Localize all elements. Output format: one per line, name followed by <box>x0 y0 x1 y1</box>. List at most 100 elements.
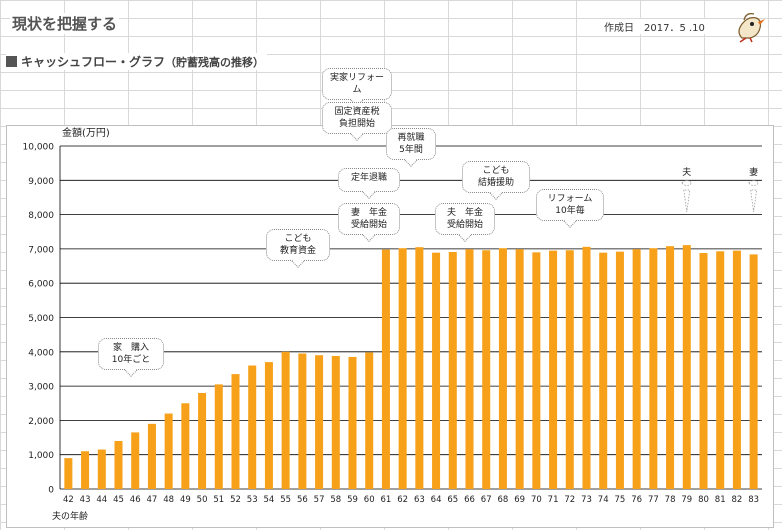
square-bullet-icon <box>6 56 17 67</box>
page-title: 現状を把握する <box>10 13 120 34</box>
x-tick-label: 81 <box>715 495 726 505</box>
chart-annotation: 実家リフォーム <box>322 68 392 100</box>
x-tick-label: 58 <box>330 495 341 505</box>
chart-annotation: こども 教育資金 <box>266 229 330 261</box>
bar <box>448 251 457 489</box>
bar <box>632 249 641 489</box>
bar <box>114 440 123 489</box>
bar <box>281 351 290 489</box>
x-tick-label: 47 <box>147 495 158 505</box>
person-marker-icon <box>681 180 693 213</box>
x-tick-label: 73 <box>581 495 592 505</box>
x-tick-label: 56 <box>297 495 308 505</box>
y-tick-label: 5,000 <box>28 314 54 324</box>
x-axis-label: 夫の年齢 <box>52 510 88 522</box>
y-tick-label: 6,000 <box>28 280 54 290</box>
x-tick-label: 82 <box>732 495 743 505</box>
chart-annotation: 夫 年金 受給開始 <box>435 203 495 235</box>
bar <box>649 248 658 489</box>
chart-annotation: 固定資産税 負担開始 <box>322 102 392 134</box>
chart-annotation: 再就職 5年間 <box>386 128 436 160</box>
x-tick-label: 70 <box>531 495 542 505</box>
bar <box>348 356 357 489</box>
bar <box>214 384 223 489</box>
x-tick-label: 75 <box>615 495 626 505</box>
y-tick-label: 8,000 <box>28 211 54 221</box>
x-tick-label: 83 <box>748 495 759 505</box>
x-tick-label: 50 <box>197 495 208 505</box>
x-tick-label: 69 <box>514 495 525 505</box>
x-tick-label: 43 <box>80 495 91 505</box>
y-tick-label: 9,000 <box>28 177 54 187</box>
bar <box>398 248 407 489</box>
y-tick-label: 7,000 <box>28 245 54 255</box>
x-tick-label: 64 <box>431 495 442 505</box>
section-title: キャッシュフロー・グラフ（貯蓄残高の推移） <box>6 53 268 70</box>
person-marker-label: 夫 <box>682 166 691 178</box>
x-tick-label: 55 <box>280 495 291 505</box>
bar <box>732 250 741 489</box>
x-tick-label: 76 <box>631 495 642 505</box>
x-tick-label: 60 <box>364 495 375 505</box>
bar <box>749 254 758 489</box>
bar <box>298 353 307 489</box>
bar <box>331 355 340 489</box>
x-tick-label: 79 <box>681 495 692 505</box>
x-tick-label: 78 <box>665 495 676 505</box>
y-tick-label: 2,000 <box>28 417 54 427</box>
y-tick-label: 0 <box>48 486 54 496</box>
x-tick-label: 62 <box>397 495 408 505</box>
x-tick-label: 67 <box>481 495 492 505</box>
bar <box>565 250 574 489</box>
bar <box>582 246 591 489</box>
bar <box>315 355 324 489</box>
x-tick-label: 51 <box>213 495 224 505</box>
x-tick-label: 66 <box>464 495 475 505</box>
bar <box>699 253 708 489</box>
bar <box>231 374 240 489</box>
x-tick-label: 49 <box>180 495 191 505</box>
bar <box>198 392 207 489</box>
chart-annotation: 家 購入 10年ごと <box>98 338 164 370</box>
chart-annotation: 妻 年金 受給開始 <box>338 203 400 235</box>
bar <box>599 252 608 489</box>
created-date-line: 作成日 2017．5 .10 <box>604 19 715 34</box>
bar <box>81 451 90 489</box>
x-tick-label: 57 <box>314 495 325 505</box>
y-tick-label: 3,000 <box>28 383 54 393</box>
bar <box>415 247 424 489</box>
chart-annotation: 定年退職 <box>338 168 400 192</box>
bar <box>365 352 374 489</box>
x-tick-label: 45 <box>113 495 124 505</box>
x-tick-label: 80 <box>698 495 709 505</box>
x-tick-label: 65 <box>447 495 458 505</box>
bar <box>97 449 106 489</box>
chart-annotation: リフォーム 10年毎 <box>536 189 604 221</box>
x-tick-label: 68 <box>498 495 509 505</box>
x-tick-label: 54 <box>264 495 275 505</box>
section-subtitle: （貯蓄残高の推移） <box>165 56 265 69</box>
bar <box>264 362 273 489</box>
bar <box>549 250 558 489</box>
bar <box>682 245 691 489</box>
created-label: 作成日 <box>604 23 634 34</box>
x-tick-label: 52 <box>230 495 241 505</box>
bar <box>131 432 140 489</box>
x-tick-label: 44 <box>96 495 107 505</box>
x-tick-label: 53 <box>247 495 258 505</box>
x-tick-label: 74 <box>598 495 609 505</box>
x-tick-label: 63 <box>414 495 425 505</box>
y-tick-label: 1,000 <box>28 451 54 461</box>
chart-annotation: こども 結婚援助 <box>462 161 530 193</box>
x-tick-label: 59 <box>347 495 358 505</box>
bar <box>666 246 675 489</box>
bar <box>432 252 441 489</box>
x-tick-label: 42 <box>63 495 74 505</box>
bar <box>716 251 725 489</box>
person-marker-icon <box>748 180 760 213</box>
bar <box>482 250 491 489</box>
bar <box>498 248 507 489</box>
x-tick-label: 61 <box>381 495 392 505</box>
bar <box>532 252 541 489</box>
